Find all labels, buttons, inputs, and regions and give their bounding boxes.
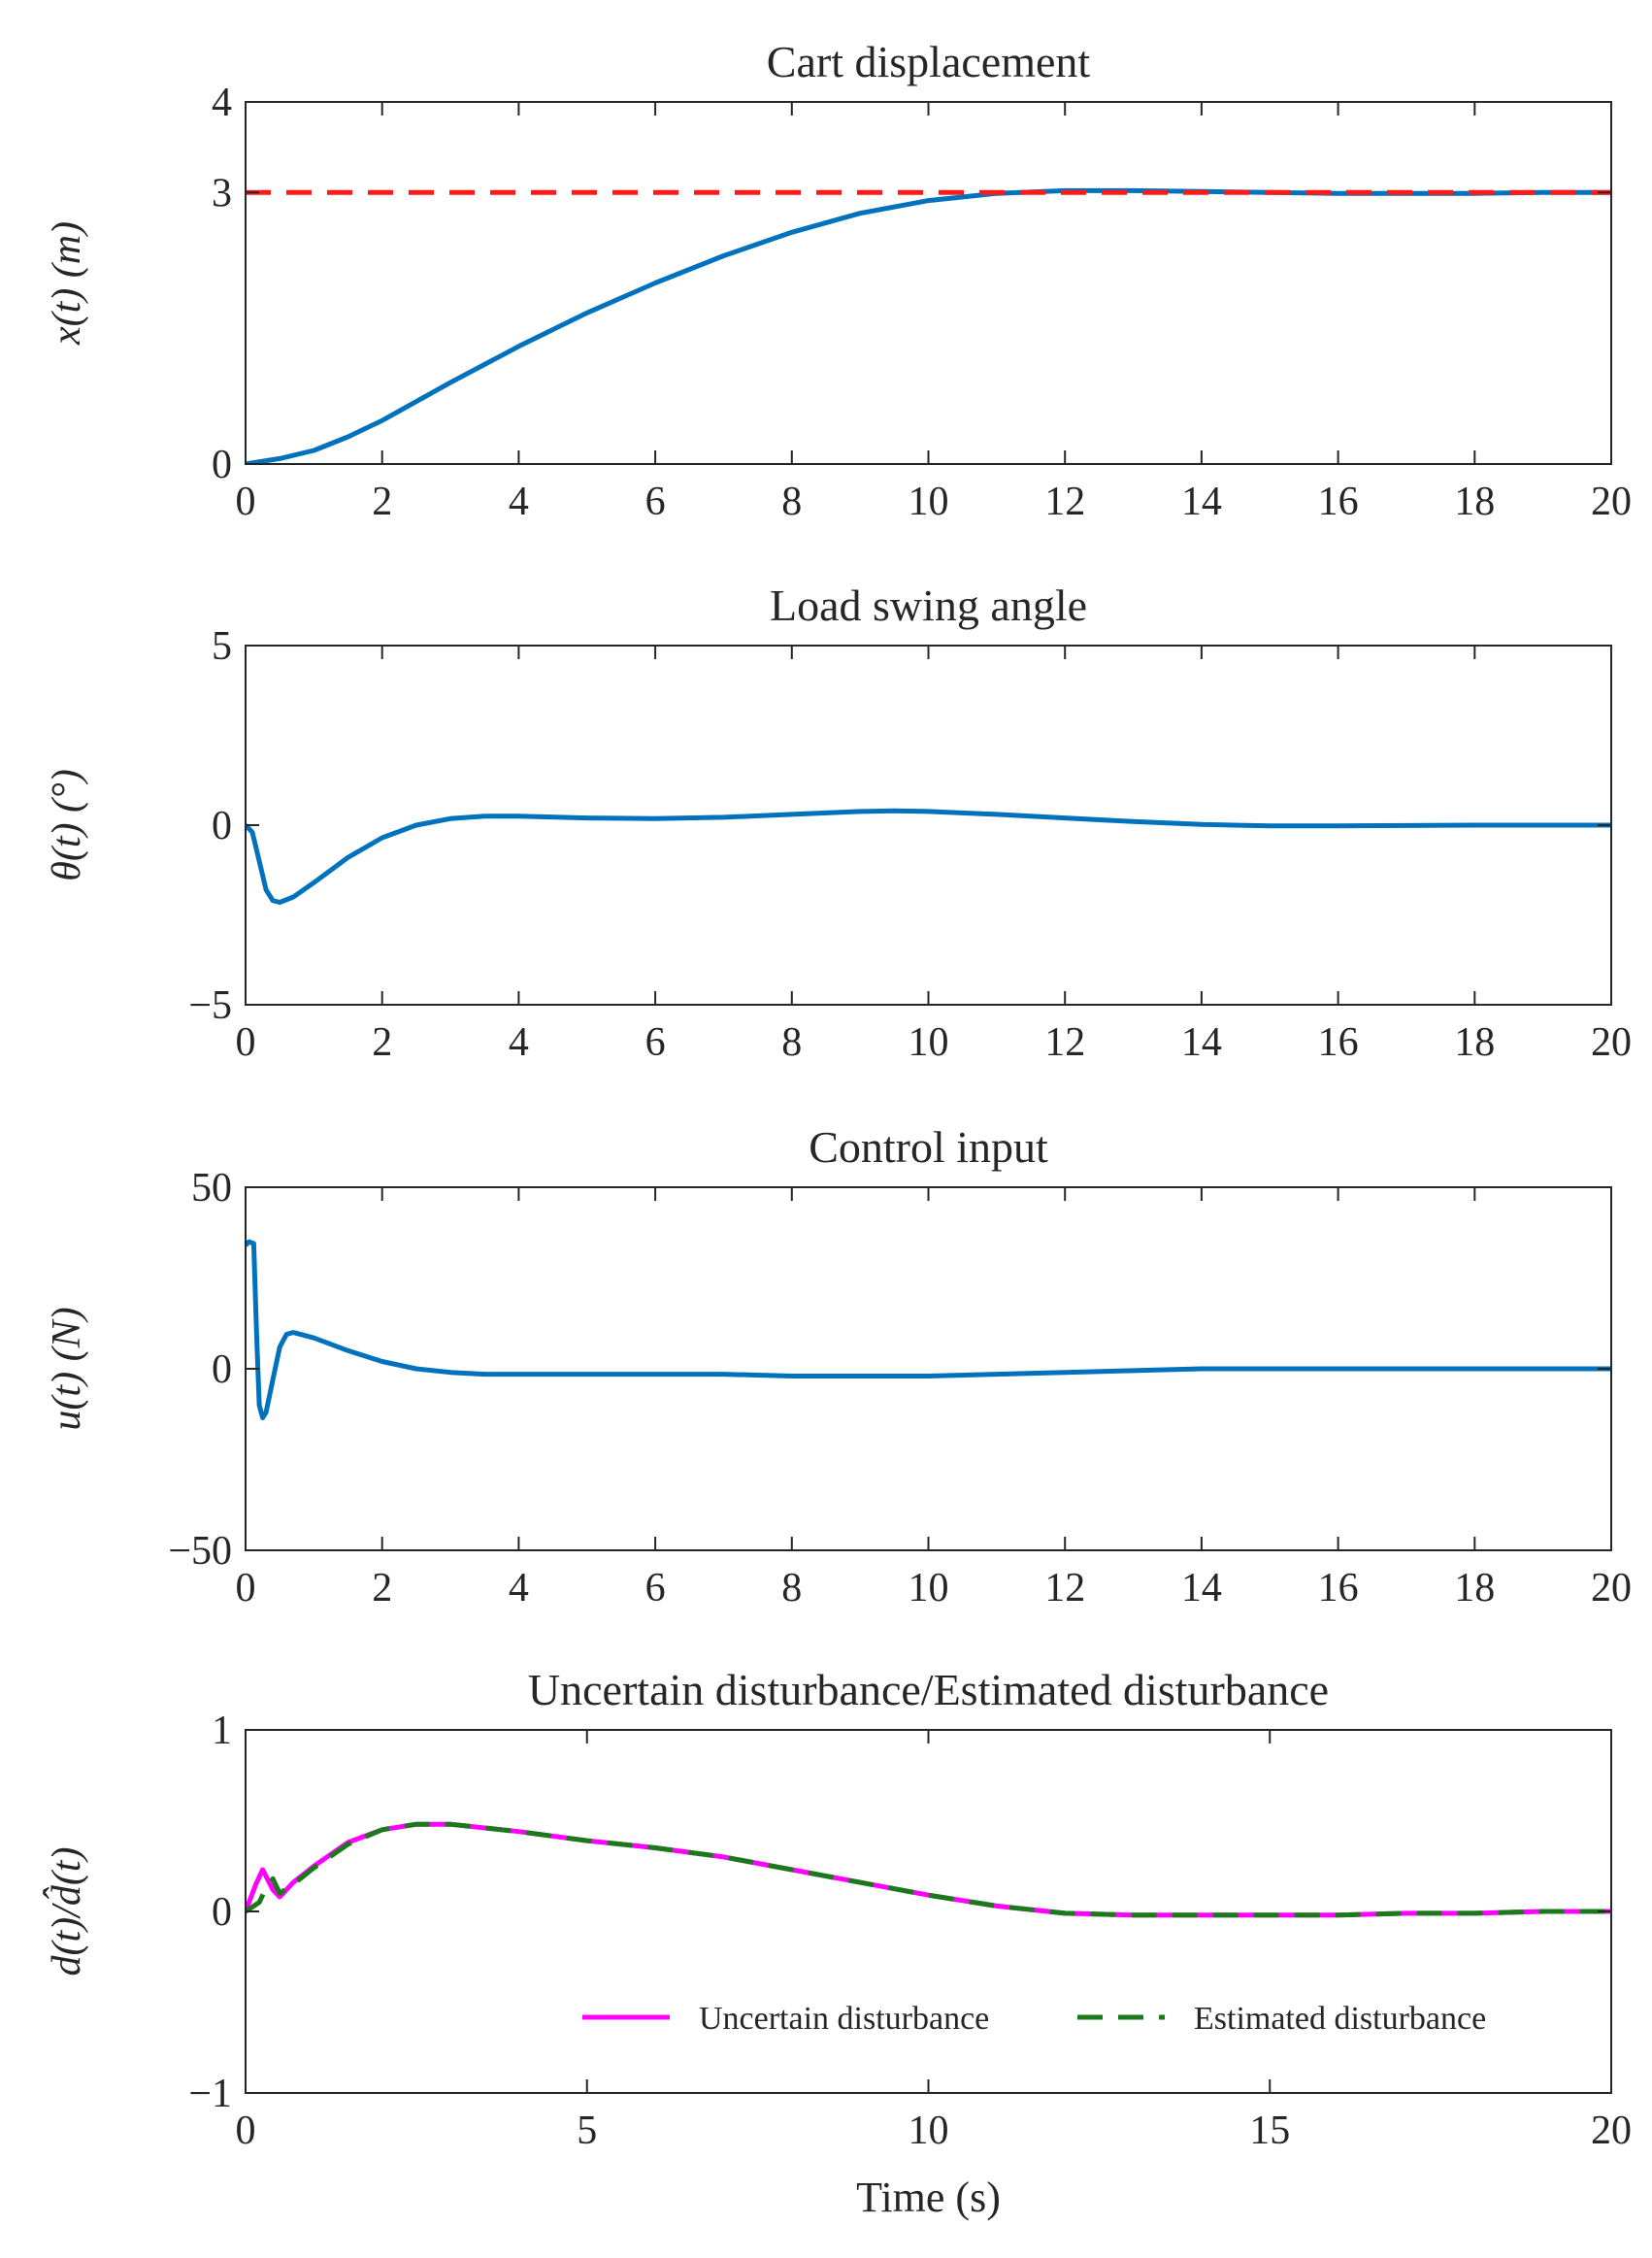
- series-group: [246, 1821, 1611, 1918]
- y-tick-label: −1: [188, 2072, 232, 2116]
- x-tick-label: 18: [1454, 480, 1495, 524]
- y-tick-label: −5: [188, 983, 232, 1028]
- x-tick-label: 2: [372, 1566, 392, 1610]
- y-axis-label: u(t) (N): [45, 1307, 89, 1430]
- x-tick-label: 14: [1181, 1020, 1222, 1065]
- chart-title: Cart displacement: [767, 37, 1091, 86]
- y-tick-label: 1: [212, 1709, 232, 1753]
- x-tick-label: 12: [1044, 1020, 1085, 1065]
- x-tick-label: 8: [781, 1566, 802, 1610]
- series-line-u-t: [246, 1239, 1611, 1420]
- y-tick-label: 3: [212, 171, 232, 216]
- chart-title: Uncertain disturbance/Estimated disturba…: [528, 1665, 1329, 1714]
- x-tick-label: 5: [577, 2109, 597, 2153]
- x-tick-label: 6: [645, 1020, 666, 1065]
- x-tick-label: 20: [1591, 1020, 1632, 1065]
- series-line-t: [246, 808, 1611, 905]
- y-tick-label: −50: [168, 1529, 232, 1574]
- x-tick-label: 10: [909, 1020, 949, 1065]
- chart-title: Load swing angle: [770, 581, 1087, 630]
- y-axis-label: θ(t) (°): [45, 769, 89, 881]
- x-tick-label: 14: [1181, 480, 1222, 524]
- x-tick-label: 18: [1454, 1020, 1495, 1065]
- x-tick-label: 10: [909, 2109, 949, 2153]
- chart-title: Control input: [809, 1122, 1048, 1172]
- x-tick-label: 16: [1318, 1020, 1359, 1065]
- y-tick-label: 0: [212, 1890, 232, 1935]
- x-tick-label: 16: [1318, 480, 1359, 524]
- axes-box: [245, 101, 1612, 465]
- x-tick-label: 2: [372, 1020, 392, 1065]
- series-line-estimated-disturbance: [246, 1821, 1611, 1918]
- x-tick-label: 16: [1318, 1566, 1359, 1610]
- x-tick-label: 12: [1044, 1566, 1085, 1610]
- x-tick-label: 6: [645, 480, 666, 524]
- series-line-x-t: [246, 187, 1611, 464]
- x-tick-label: 8: [781, 480, 802, 524]
- chart-panel-4: Uncertain disturbance/Estimated disturba…: [42, 1665, 1632, 2221]
- legend: Uncertain disturbance Estimated disturban…: [582, 2001, 1486, 2037]
- y-tick-label: 0: [212, 804, 232, 848]
- y-tick-label: 0: [212, 1347, 232, 1392]
- x-tick-label: 20: [1591, 2109, 1632, 2153]
- y-axis-label: d(t)/d̂(t): [42, 1847, 89, 1976]
- x-tick-label: 6: [645, 1566, 666, 1610]
- x-tick-label: 12: [1044, 480, 1085, 524]
- y-tick-label: 4: [212, 81, 232, 125]
- series-group: [246, 187, 1611, 464]
- y-tick-label: 0: [212, 443, 232, 487]
- x-tick-label: 10: [909, 1566, 949, 1610]
- series-group: [246, 808, 1611, 905]
- x-tick-label: 0: [236, 1020, 256, 1065]
- series-line-uncertain-disturbance: [246, 1821, 1611, 1918]
- x-tick-label: 20: [1591, 480, 1632, 524]
- x-tick-label: 10: [909, 480, 949, 524]
- x-tick-label: 2: [372, 480, 392, 524]
- legend-label: Estimated disturbance: [1194, 2001, 1486, 2037]
- x-tick-label: 18: [1454, 1566, 1495, 1610]
- legend-label: Uncertain disturbance: [699, 2001, 989, 2037]
- x-tick-label: 8: [781, 1020, 802, 1065]
- x-tick-label: 4: [509, 1566, 529, 1610]
- x-axis-label: Time (s): [856, 2174, 1001, 2221]
- x-tick-label: 0: [236, 1566, 256, 1610]
- x-tick-label: 0: [236, 480, 256, 524]
- y-axis-label: x(t) (m): [45, 221, 89, 346]
- chart-panel-1: Cart displacement 0 2 4 6 8 10 12 14 16 18 20 0 3 4 x(t…: [45, 37, 1632, 524]
- x-tick-label: 4: [509, 1020, 529, 1065]
- y-tick-label: 5: [212, 624, 232, 669]
- y-tick-label: 50: [191, 1166, 232, 1211]
- x-tick-label: 0: [236, 2109, 256, 2153]
- series-group: [246, 1239, 1611, 1420]
- x-tick-label: 4: [509, 480, 529, 524]
- x-tick-label: 15: [1249, 2109, 1290, 2153]
- x-tick-label: 14: [1181, 1566, 1222, 1610]
- x-tick-label: 20: [1591, 1566, 1632, 1610]
